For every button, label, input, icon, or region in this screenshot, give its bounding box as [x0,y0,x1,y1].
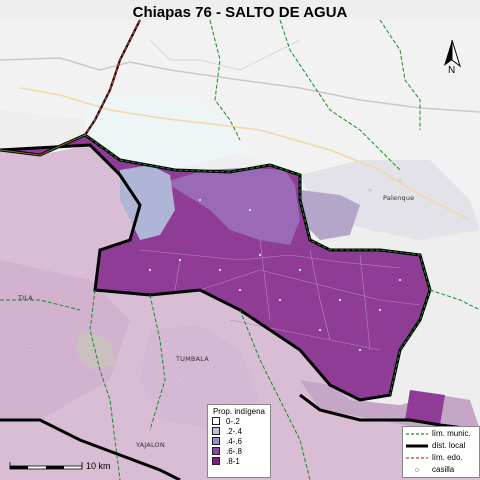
legend-item: .2-.4 [212,426,270,436]
district-subarea-light [165,168,300,245]
neighbor-districts-area [0,145,480,480]
section-lines [139,239,421,351]
map-title: Chiapas 76 - SALTO DE AGUA [132,4,348,21]
legend-item: 0-.2 [212,416,270,426]
legend-label: .8-1 [226,456,240,466]
district-subarea-palenque-edge [300,190,360,240]
place-label-palenque: Palenque [383,194,415,202]
legend-item: .4-.6 [212,436,270,446]
legend-proportion-title: Prop. indígena [212,407,266,416]
legend-proportion: Prop. indígena 0-.2 .2-.4 .4-.6 .6-.8 .8… [207,404,271,478]
green-dashed-line-icon [406,432,428,435]
scalebar-label: 10 km [86,461,111,471]
basemap-light-area [85,95,250,170]
legend-label: dist. local [432,441,466,450]
legend-item: .8-1 [212,456,270,466]
place-label-tila: TILA [18,294,33,302]
legend-boundaries: lím. munic. dist. local lím. edo. casill… [402,426,480,478]
municipal-boundaries [0,19,480,480]
legend-swatch [212,427,220,435]
place-label-tumbala: TUMBALA [176,355,209,363]
district-area[interactable] [0,135,430,400]
basemap-road [0,57,480,113]
legend-item: .6-.8 [212,446,270,456]
legend-label: lím. edo. [432,453,463,462]
legend-item: dist. local [406,440,479,451]
north-arrow-label: N [448,65,456,76]
district-boundary-east [299,393,480,432]
district-subarea-blue [120,165,175,240]
legend-label: .6-.8 [226,446,243,456]
red-dashed-line-icon [406,456,428,459]
legend-label: lím. munic. [432,429,471,438]
legend-item: lím. edo. [406,452,479,463]
legend-label: .4-.6 [226,436,243,446]
black-thick-line-icon [406,444,428,447]
basemap-road [259,129,471,221]
neighbor-area-tumbala [140,325,260,430]
casilla-markers [28,178,402,442]
basemap-road [149,39,301,71]
legend-label: casilla [432,465,455,474]
legend-item: lím. munic. [406,428,479,439]
legend-swatch [212,457,220,465]
scalebar-graphic [9,462,83,470]
legend-label: .2-.4 [226,426,243,436]
district-boundary-south [0,418,181,480]
legend-swatch [212,447,220,455]
place-label-yajalon: YAJALON [136,441,165,449]
district-area-southeast [405,390,445,425]
basemap-road [19,87,261,131]
legend-label: 0-.2 [226,416,240,426]
legend-swatch [212,437,220,445]
legend-swatch [212,417,220,425]
dot-marker-icon [415,467,419,472]
legend-item: casilla [406,464,479,475]
north-arrow-icon: N [440,38,464,80]
